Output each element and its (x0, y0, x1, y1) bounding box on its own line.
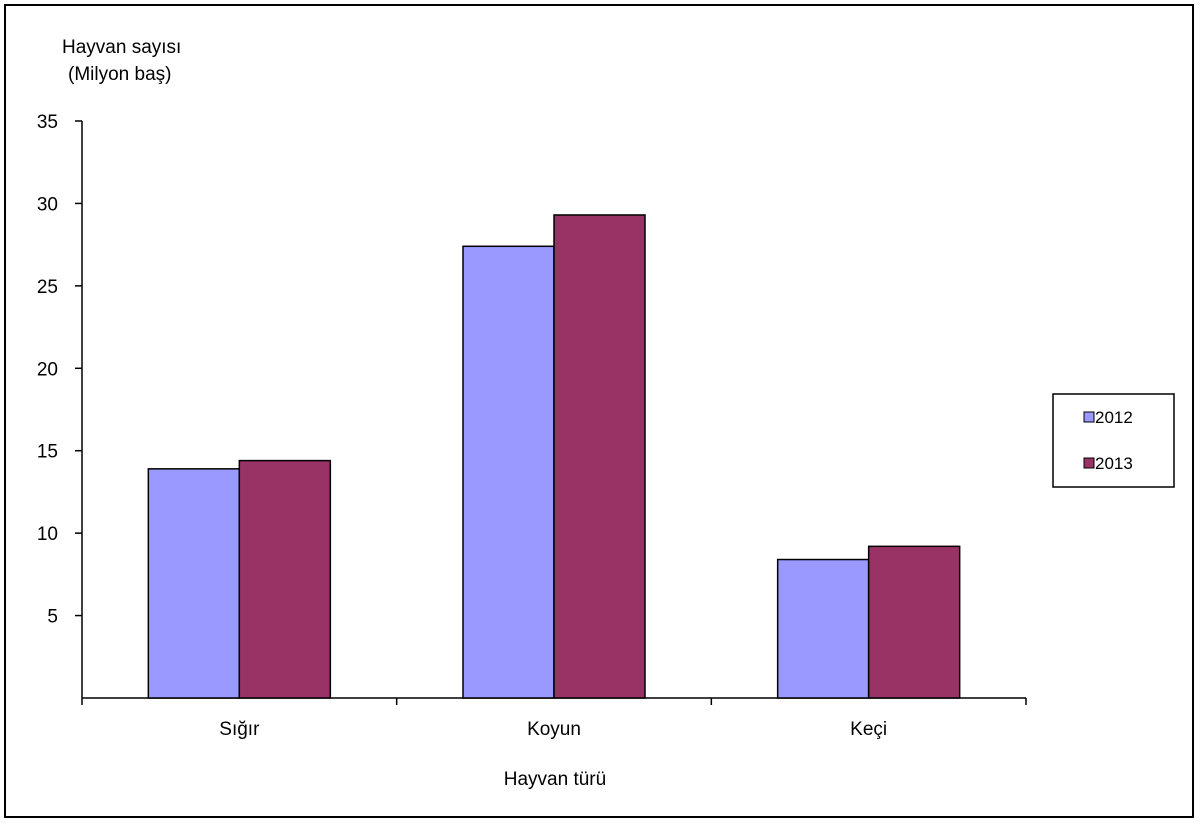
y-tick-label: 5 (47, 607, 58, 628)
y-tick-label: 10 (37, 524, 58, 545)
x-tick-label: Koyun (527, 719, 581, 740)
y-axis-title-line2: (Milyon baş) (68, 64, 171, 85)
y-tick-label: 15 (37, 442, 58, 463)
bar-2013 (867, 545, 961, 699)
bar-2012 (147, 468, 241, 699)
legend-label-2013: 2013 (1095, 454, 1133, 473)
y-tick-label: 30 (37, 194, 58, 215)
x-tick-label: Keçi (850, 719, 887, 740)
legend: 2012 2013 (1052, 393, 1175, 488)
plot-area: 5 10 15 20 25 30 35 Sığır Koyun Keçi (37, 112, 1027, 740)
legend-swatch-2013 (1083, 457, 1095, 469)
x-axis-title: Hayvan türü (504, 769, 606, 790)
y-tick-label: 25 (37, 277, 58, 298)
legend-box (1052, 393, 1175, 488)
bar-2013 (553, 214, 646, 699)
y-axis-title-line1: Hayvan sayısı (62, 37, 181, 58)
legend-swatch-2012 (1083, 411, 1095, 423)
legend-label-2012: 2012 (1095, 408, 1133, 427)
x-tick-label: Sığır (219, 719, 260, 740)
bar-2013 (238, 459, 332, 699)
bar-2012 (462, 245, 555, 699)
y-tick-label: 35 (37, 112, 58, 133)
y-tick-label: 20 (37, 359, 58, 380)
bar-2012 (776, 558, 870, 699)
